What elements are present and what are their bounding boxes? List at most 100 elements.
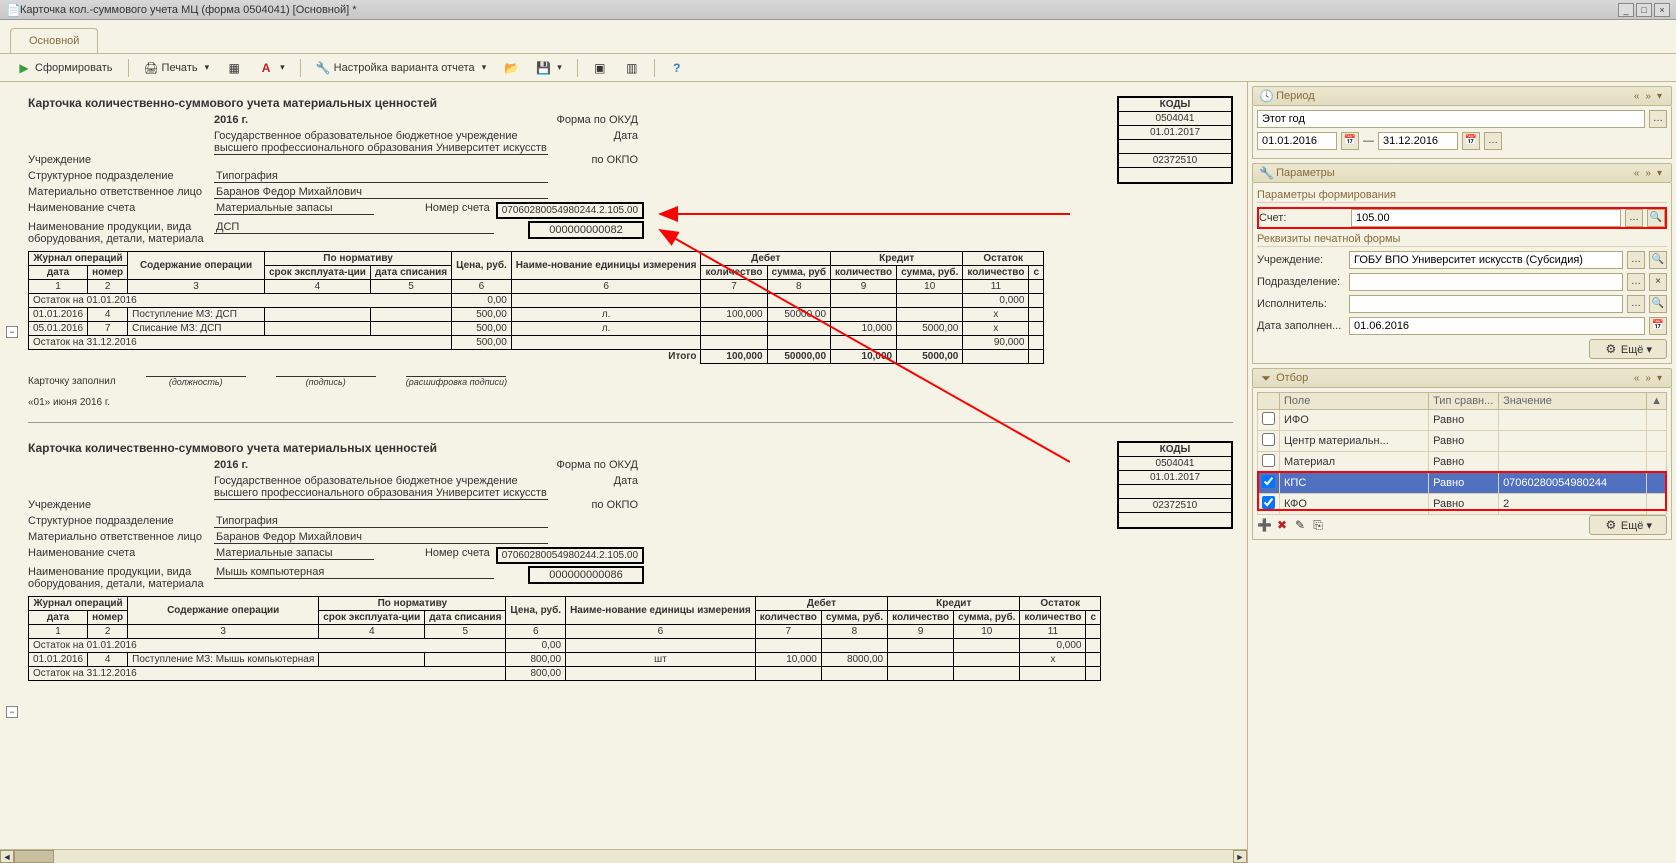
layout-button[interactable]: ▦ <box>220 58 248 78</box>
print-button[interactable]: 🖨Печать <box>137 58 217 78</box>
panel-params-header[interactable]: 🔧 Параметры«»▾ <box>1252 163 1672 183</box>
person-value: Баранов Федор Михайлович <box>214 186 548 199</box>
save-icon: 💾 <box>536 61 550 75</box>
collapse-marker-1[interactable]: − <box>6 326 18 338</box>
org-input[interactable] <box>1349 251 1623 269</box>
calendar-button[interactable]: 📅 <box>1341 132 1359 150</box>
person-label: Материально ответственное лицо <box>28 186 214 198</box>
close-button[interactable]: × <box>1654 3 1670 17</box>
account-input[interactable] <box>1351 209 1621 227</box>
toolbar: ▶Сформировать 🖨Печать ▦ A 🔧Настройка вар… <box>0 54 1676 82</box>
folder-icon: 📂 <box>504 61 518 75</box>
minimize-button[interactable]: _ <box>1618 3 1634 17</box>
help-icon: ? <box>670 61 684 75</box>
filter-checkbox[interactable] <box>1262 433 1275 446</box>
dept-input[interactable] <box>1349 273 1623 291</box>
save-button[interactable]: 💾 <box>529 58 569 78</box>
tab-main[interactable]: Основной <box>10 28 98 53</box>
calendar-button[interactable]: 📅 <box>1462 132 1480 150</box>
kody-header: КОДЫ <box>1119 98 1231 112</box>
date-to-input[interactable] <box>1378 132 1458 150</box>
filter-row[interactable]: КФОРавно2 <box>1258 494 1667 515</box>
date-value: 01.01.2017 <box>1119 126 1231 140</box>
run-button[interactable]: ▶Сформировать <box>10 58 120 78</box>
dept-label: Структурное подразделение <box>28 170 214 182</box>
search-button[interactable]: 🔍 <box>1647 209 1665 227</box>
ellipsis-button[interactable]: … <box>1484 132 1502 150</box>
more-button[interactable]: ⚙ Ещё ▾ <box>1589 339 1667 359</box>
col-norm: По нормативу <box>264 252 451 266</box>
col-debit: Дебет <box>701 252 831 266</box>
table-row: Остаток на 31.12.2016800,00 <box>29 667 1101 681</box>
add-filter-icon[interactable]: ➕ <box>1257 518 1271 532</box>
table-row: Остаток на 01.01.20160,000,000 <box>29 639 1101 653</box>
account-field-highlighted: Счет: …🔍 <box>1257 207 1667 229</box>
maximize-button[interactable]: □ <box>1636 3 1652 17</box>
print-label: Печать <box>162 62 198 74</box>
panel-period-header[interactable]: 🕓 Период«»▾ <box>1252 86 1672 106</box>
period-text-input[interactable] <box>1257 110 1645 128</box>
collapse-marker-2[interactable]: − <box>6 706 18 718</box>
acctno-label: Номер счета <box>374 202 496 214</box>
panel-params-body: Параметры формирования Счет: …🔍 Реквизит… <box>1252 183 1672 364</box>
titlebar: 📄 Карточка кол.-суммового учета МЦ (форм… <box>0 0 1676 20</box>
exec-input[interactable] <box>1349 295 1623 313</box>
filter-row[interactable]: Центр материальн...Равно <box>1258 431 1667 452</box>
col-credit: Кредит <box>831 252 963 266</box>
play-icon: ▶ <box>17 61 31 75</box>
separator <box>128 59 129 77</box>
wrench-icon: 🔧 <box>1259 166 1273 180</box>
font-icon: A <box>259 61 273 75</box>
settings-button[interactable]: 🔧Настройка варианта отчета <box>309 58 494 78</box>
signature-block: Карточку заполнил «01» июня 2016 г. (дол… <box>28 376 1233 408</box>
col-balance: Остаток <box>963 252 1044 266</box>
col-content: Содержание операции <box>128 252 265 280</box>
acctno-value: 07060280054980244.2.105.00 <box>496 202 644 219</box>
data-table-1: Журнал операций Содержание операции По н… <box>28 251 1044 364</box>
dept-value: Типография <box>214 170 548 183</box>
filter-row[interactable]: ИФОРавно <box>1258 410 1667 431</box>
filter-row[interactable]: КПСРавно07060280054980244 <box>1258 473 1667 494</box>
filter-row[interactable]: МатериалРавно <box>1258 452 1667 473</box>
kody-box: КОДЫ 0504041 01.01.2017 02372510 <box>1117 96 1233 184</box>
main-area: − − Карточка количественно-суммового уче… <box>0 82 1676 863</box>
gear-icon: ⚙ <box>1604 342 1618 356</box>
view1-button[interactable]: ▣ <box>586 58 614 78</box>
more-button[interactable]: ⚙ Ещё ▾ <box>1589 515 1667 535</box>
okud-label: Форма по ОКУД <box>548 114 644 126</box>
font-button[interactable]: A <box>252 58 292 78</box>
table-row-total: Итого100,00050000,0010,0005000,00 <box>29 350 1044 364</box>
org-full: Государственное образовательное бюджетно… <box>214 130 548 154</box>
okpo-label: по ОКПО <box>548 154 644 166</box>
report-pane: − − Карточка количественно-суммового уче… <box>0 82 1248 863</box>
ellipsis-button[interactable]: … <box>1625 209 1643 227</box>
okpo-value: 02372510 <box>1119 154 1231 168</box>
open-button[interactable]: 📂 <box>497 58 525 78</box>
panel-filter-header[interactable]: ⏷ Отбор«»▾ <box>1252 368 1672 388</box>
filter-checkbox[interactable] <box>1262 496 1275 509</box>
filter-checkbox[interactable] <box>1262 475 1275 488</box>
delete-filter-icon[interactable]: ✖ <box>1275 518 1289 532</box>
account-value: Материальные запасы <box>214 202 374 215</box>
date-from-input[interactable] <box>1257 132 1337 150</box>
filter-checkbox[interactable] <box>1262 454 1275 467</box>
funnel-icon: ⏷ <box>1259 371 1273 385</box>
h-scrollbar[interactable]: ◄► <box>0 849 1247 863</box>
separator <box>577 59 578 77</box>
datefill-input[interactable] <box>1349 317 1645 335</box>
calendar-button[interactable]: 📅 <box>1649 317 1667 335</box>
fill-date: «01» июня 2016 г. <box>28 397 116 408</box>
help-button[interactable]: ? <box>663 58 691 78</box>
ellipsis-button[interactable]: … <box>1649 110 1667 128</box>
col-unit: Наиме-нование единицы измерения <box>511 252 701 280</box>
separator <box>654 59 655 77</box>
filter-checkbox[interactable] <box>1262 412 1275 425</box>
product-value: ДСП <box>214 221 494 234</box>
card-1: Карточка количественно-суммового учета м… <box>28 92 1233 408</box>
window-title: Карточка кол.-суммового учета МЦ (форма … <box>20 4 1616 16</box>
edit-filter-icon[interactable]: ✎ <box>1293 518 1307 532</box>
divider <box>28 422 1233 423</box>
copy-filter-icon[interactable]: ⎘ <box>1311 518 1325 532</box>
view2-button[interactable]: ▥ <box>618 58 646 78</box>
table-row: 01.01.20164Поступление МЗ: Мышь компьюте… <box>29 653 1101 667</box>
